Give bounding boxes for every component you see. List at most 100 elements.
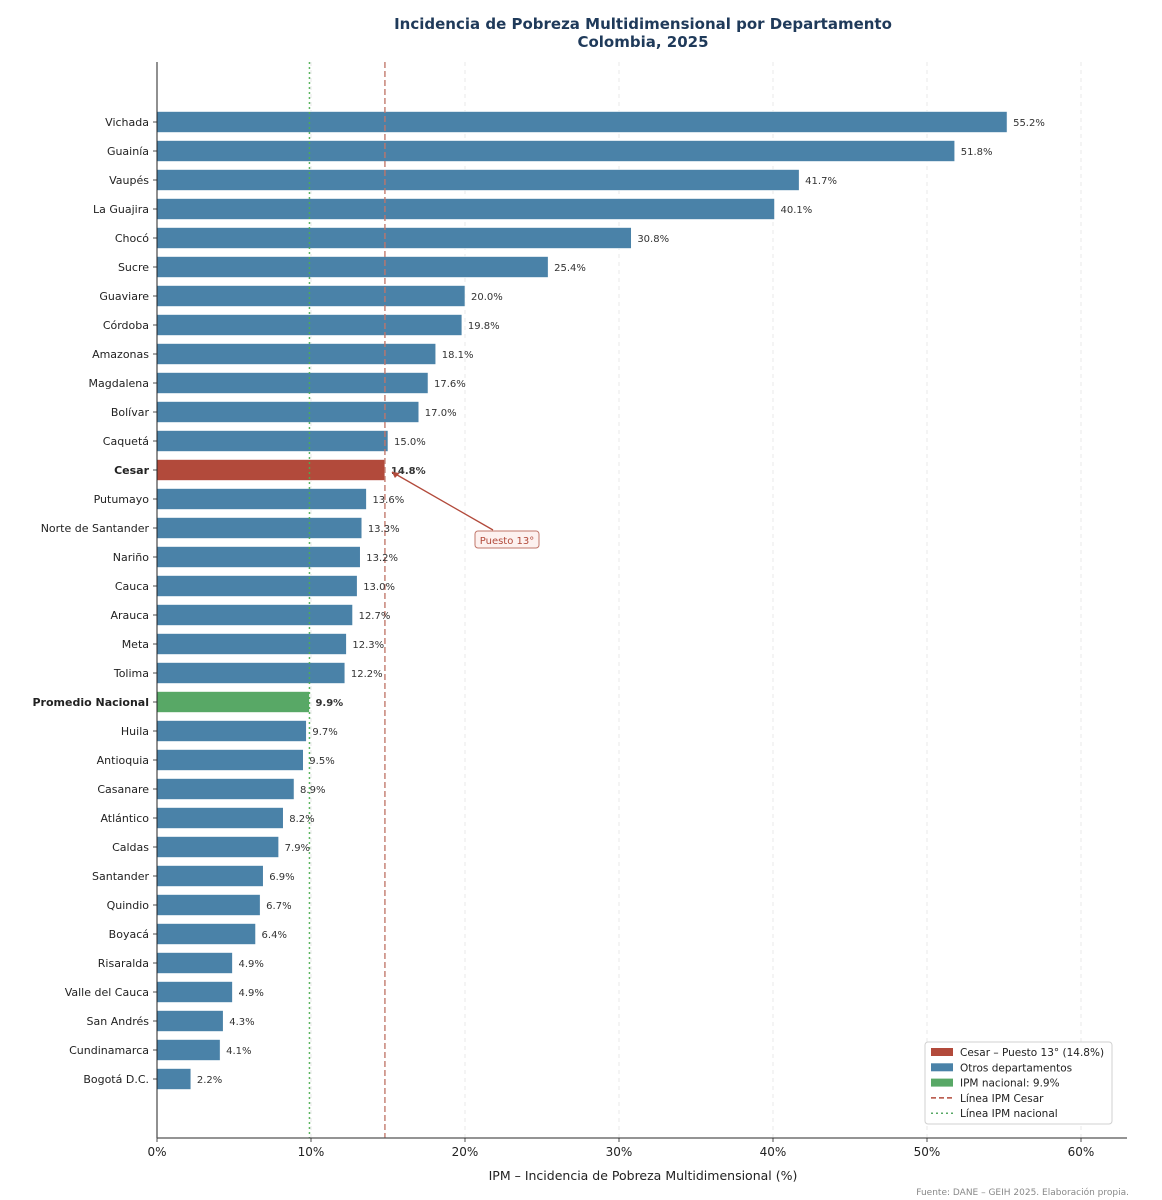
- y-tick-label-norte-de-santander: Norte de Santander: [41, 522, 150, 535]
- value-label-promedio-nacional: 9.9%: [315, 698, 343, 709]
- y-tick-label-guain-a: Guainía: [107, 145, 149, 158]
- bar-san-andr-s: [156, 1010, 224, 1032]
- bar-cesar: [156, 459, 386, 481]
- value-label-casanare: 8.9%: [300, 785, 325, 796]
- value-label-valle-del-cauca: 4.9%: [238, 988, 263, 999]
- bar-norte-de-santander: [156, 517, 363, 539]
- value-label-antioquia: 9.5%: [309, 756, 334, 767]
- y-tick-label-putumayo: Putumayo: [94, 493, 150, 506]
- bar-choc-: [156, 227, 632, 249]
- chart-subtitle: Colombia, 2025: [577, 33, 708, 51]
- annotation-box: [474, 530, 540, 549]
- y-tick-label-cundinamarca: Cundinamarca: [69, 1044, 149, 1057]
- value-label-guain-a: 51.8%: [961, 147, 993, 158]
- chart-title: Incidencia de Pobreza Multidimensional p…: [394, 15, 892, 33]
- value-label-san-andr-s: 4.3%: [229, 1017, 254, 1028]
- y-tick-label-nari-o: Nariño: [113, 551, 150, 564]
- legend-label-otros-departamentos: Otros departamentos: [960, 1062, 1072, 1074]
- value-label-choc-: 30.8%: [637, 234, 669, 245]
- bar-vichada: [156, 111, 1008, 133]
- y-tick-label-bogot-d-c-: Bogotá D.C.: [83, 1073, 149, 1086]
- bar-tolima: [156, 662, 346, 684]
- value-label-norte-de-santander: 13.3%: [368, 524, 400, 535]
- value-label-nari-o: 13.2%: [366, 553, 398, 564]
- x-tick-label-40: 40%: [760, 1145, 787, 1159]
- y-tick-label-boyac-: Boyacá: [109, 928, 149, 941]
- bar-nari-o: [156, 546, 361, 568]
- y-tick-label-valle-del-cauca: Valle del Cauca: [65, 986, 149, 999]
- bar-cauca: [156, 575, 358, 597]
- y-tick-label-casanare: Casanare: [97, 783, 149, 796]
- y-tick-label-amazonas: Amazonas: [92, 348, 149, 361]
- value-labels: 55.2% 51.8% 41.7% 40.1% 30.8% 25.4% 20.0% 19.8%…: [197, 118, 1045, 1086]
- value-label-cesar: 14.8%: [391, 466, 426, 477]
- x-tick-label-10: 10%: [298, 1145, 325, 1159]
- bar-atl-ntico: [156, 807, 284, 829]
- y-tick-label-cesar: Cesar: [114, 464, 150, 477]
- value-label-quindio: 6.7%: [266, 901, 291, 912]
- x-tick-label-50: 50%: [914, 1145, 941, 1159]
- y-tick-label-quindio: Quindio: [107, 899, 150, 912]
- legend-box: [924, 1041, 1113, 1125]
- value-label-vichada: 55.2%: [1013, 118, 1045, 129]
- x-axis-label: IPM – Incidencia de Pobreza Multidimensi…: [489, 1168, 798, 1183]
- annotation-arrow: [391, 471, 494, 531]
- y-tick-label-magdalena: Magdalena: [89, 377, 149, 390]
- y-tick-label-santander: Santander: [92, 870, 149, 883]
- x-tick-label-60: 60%: [1068, 1145, 1095, 1159]
- axes: [156, 62, 1127, 1139]
- x-tick-label-20: 20%: [452, 1145, 479, 1159]
- annotation: Puesto 13°: [391, 471, 540, 549]
- y-tick-label-caldas: Caldas: [112, 841, 149, 854]
- source-note: Fuente: DANE – GEIH 2025. Elaboración pr…: [916, 1187, 1129, 1198]
- legend-swatch-ipm-nacional-9-9: [931, 1078, 953, 1087]
- bar-bogot-d-c-: [156, 1068, 192, 1090]
- legend-swatch-cesar-puesto-13-14-8: [931, 1048, 953, 1056]
- value-label-putumayo: 13.6%: [372, 495, 404, 506]
- value-label-risaralda: 4.9%: [238, 959, 263, 970]
- y-tick-label-antioquia: Antioquia: [97, 754, 149, 767]
- y-tick-labels: Vichada Guainía Vaupés La Guajira Chocó Sucre…: [33, 116, 157, 1086]
- bars: [156, 111, 1008, 1090]
- y-tick-label-huila: Huila: [121, 725, 149, 738]
- y-tick-label-meta: Meta: [122, 638, 149, 651]
- value-label-vaup-s: 41.7%: [805, 176, 837, 187]
- y-tick-label-tolima: Tolima: [113, 667, 149, 680]
- y-tick-label-risaralda: Risaralda: [98, 957, 149, 970]
- value-label-boyac-: 6.4%: [262, 930, 287, 941]
- value-label-meta: 12.3%: [352, 640, 384, 651]
- bar-santander: [156, 865, 264, 887]
- value-label-arauca: 12.7%: [359, 611, 391, 622]
- x-tick-label-0: 0%: [147, 1145, 166, 1159]
- bar-cundinamarca: [156, 1039, 221, 1061]
- value-label-amazonas: 18.1%: [442, 350, 474, 361]
- value-label-cundinamarca: 4.1%: [226, 1046, 251, 1057]
- legend: Cesar – Puesto 13° (14.8%) Otros departam…: [924, 1041, 1113, 1125]
- legend-label-l-nea-ipm-nacional: Línea IPM nacional: [960, 1108, 1058, 1120]
- value-label-bogot-d-c-: 2.2%: [197, 1075, 222, 1086]
- y-tick-label-la-guajira: La Guajira: [93, 203, 149, 216]
- legend-label-cesar-puesto-13-14-8: Cesar – Puesto 13° (14.8%): [960, 1047, 1104, 1059]
- value-label-santander: 6.9%: [269, 872, 294, 883]
- bar-guaviare: [156, 285, 466, 307]
- legend-label-ipm-nacional-9-9: IPM nacional: 9.9%: [960, 1078, 1060, 1090]
- value-label-huila: 9.7%: [312, 727, 337, 738]
- y-tick-label-cauca: Cauca: [115, 580, 149, 593]
- value-label-tolima: 12.2%: [351, 669, 383, 680]
- value-label-la-guajira: 40.1%: [781, 205, 813, 216]
- bar-boyac-: [156, 923, 256, 945]
- legend-label-l-nea-ipm-cesar: Línea IPM Cesar: [960, 1093, 1044, 1105]
- value-label-magdalena: 17.6%: [434, 379, 466, 390]
- value-label-atl-ntico: 8.2%: [289, 814, 314, 825]
- annotation-arrowhead: [391, 472, 400, 478]
- x-tick-labels: 0% 10% 20% 30% 40% 50% 60%: [147, 1138, 1094, 1159]
- bar-promedio-nacional: [156, 691, 310, 713]
- bar-casanare: [156, 778, 295, 800]
- bar-arauca: [156, 604, 353, 626]
- y-tick-label-caquet-: Caquetá: [103, 435, 149, 448]
- bar-meta: [156, 633, 347, 655]
- bar-risaralda: [156, 952, 233, 974]
- y-tick-label-sucre: Sucre: [118, 261, 149, 274]
- bar-huila: [156, 720, 307, 742]
